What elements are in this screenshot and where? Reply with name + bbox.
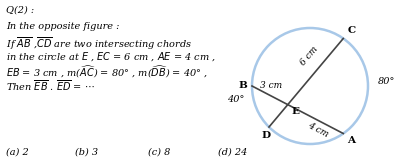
Text: In the opposite figure :: In the opposite figure : <box>6 22 119 31</box>
Text: If $\overline{AB}$ ,$\overline{CD}$ are two intersecting chords: If $\overline{AB}$ ,$\overline{CD}$ are … <box>6 36 192 52</box>
Text: B: B <box>238 80 247 90</box>
Text: $EB$ = 3 cm , m($\widehat{AC}$) = 80° , m($\widehat{DB}$) = 40° ,: $EB$ = 3 cm , m($\widehat{AC}$) = 80° , … <box>6 64 208 80</box>
Text: Then $\overline{EB}$ . $\overline{ED}$ = $\cdots$: Then $\overline{EB}$ . $\overline{ED}$ =… <box>6 78 95 93</box>
Text: 40°: 40° <box>227 95 245 104</box>
Text: 6 cm: 6 cm <box>299 45 320 68</box>
Text: (c) 8: (c) 8 <box>148 148 170 157</box>
Text: (d) 24: (d) 24 <box>218 148 247 157</box>
Text: E: E <box>292 107 300 116</box>
Text: in the circle at $E$ , $EC$ = 6 cm , $AE$ = 4 cm ,: in the circle at $E$ , $EC$ = 6 cm , $AE… <box>6 50 216 63</box>
Text: 4 cm: 4 cm <box>306 121 330 139</box>
Text: D: D <box>262 131 270 140</box>
Text: (b) 3: (b) 3 <box>75 148 98 157</box>
Text: A: A <box>347 136 355 144</box>
Text: 3 cm: 3 cm <box>260 81 282 90</box>
Text: (a) 2: (a) 2 <box>6 148 29 157</box>
Text: 80°: 80° <box>378 76 395 86</box>
Text: C: C <box>347 27 355 35</box>
Text: Q(2) :: Q(2) : <box>6 6 34 15</box>
